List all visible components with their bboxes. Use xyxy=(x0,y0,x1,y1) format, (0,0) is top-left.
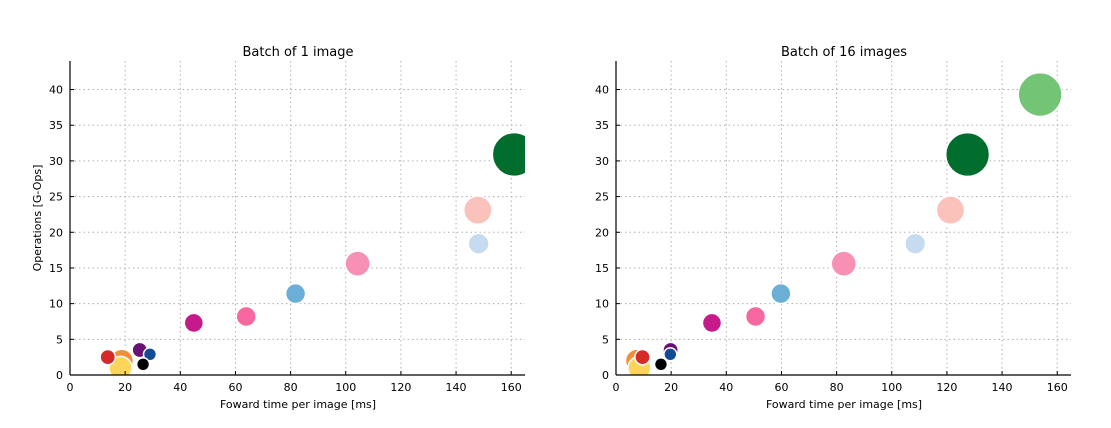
grid xyxy=(615,61,1071,376)
x-tick-label: 60 xyxy=(774,381,788,394)
data-bubble xyxy=(653,357,669,372)
data-bubble xyxy=(142,347,158,362)
data-bubble xyxy=(1017,71,1063,118)
x-tick-label: 0 xyxy=(613,381,620,394)
axes-spines xyxy=(69,61,525,376)
chart-panel-batch-16: Batch of 16 images 0 20 40 60 80 100 120 140 160… xyxy=(595,45,1071,411)
grid xyxy=(69,61,525,376)
data-bubble xyxy=(904,232,927,255)
data-bubble xyxy=(935,195,966,225)
bubble-layer xyxy=(624,71,1063,375)
y-tick-label: 35 xyxy=(49,119,63,132)
data-bubble xyxy=(467,232,490,255)
y-tick-label: 5 xyxy=(56,333,63,346)
y-tick-label: 10 xyxy=(595,298,609,311)
y-tick-label: 40 xyxy=(49,84,63,97)
data-bubble xyxy=(344,250,371,277)
x-tick-label: 140 xyxy=(446,381,467,394)
y-tick-label: 35 xyxy=(595,119,609,132)
x-axis-label: Foward time per image [ms] xyxy=(766,398,922,411)
x-tick-label: 0 xyxy=(67,381,74,394)
data-bubble xyxy=(701,312,723,334)
x-tick-label: 80 xyxy=(830,381,844,394)
x-tick-label: 160 xyxy=(1047,381,1068,394)
tick-labels: 0 20 40 60 80 100 120 140 160 0 5 10 15 20 25 30 35 40 xyxy=(595,84,1068,394)
chart-title: Batch of 16 images xyxy=(781,45,907,60)
data-bubble xyxy=(183,312,205,334)
data-bubble xyxy=(770,282,792,305)
x-axis-label: Foward time per image [ms] xyxy=(220,398,376,411)
y-tick-label: 25 xyxy=(595,191,609,204)
y-tick-label: 10 xyxy=(49,298,63,311)
y-tick-label: 0 xyxy=(602,369,609,382)
data-bubble xyxy=(744,305,767,328)
data-bubble xyxy=(634,348,651,366)
x-tick-label: 40 xyxy=(719,381,733,394)
y-tick-label: 30 xyxy=(49,155,63,168)
x-tick-label: 60 xyxy=(228,381,242,394)
x-tick-label: 40 xyxy=(173,381,187,394)
y-tick-label: 25 xyxy=(49,191,63,204)
x-tick-label: 120 xyxy=(390,381,411,394)
x-tick-label: 100 xyxy=(881,381,902,394)
y-tick-label: 15 xyxy=(595,262,609,275)
data-bubble xyxy=(463,195,493,225)
bubble-layer xyxy=(99,131,525,375)
data-bubble xyxy=(99,348,117,366)
y-axis-label: Operations [G-Ops] xyxy=(31,165,44,272)
data-bubble xyxy=(135,357,151,372)
data-bubble xyxy=(663,347,678,362)
axes-spines xyxy=(615,61,1071,376)
y-tick-label: 15 xyxy=(49,262,63,275)
data-bubble xyxy=(830,250,858,277)
y-tick-label: 20 xyxy=(49,226,63,239)
data-bubble xyxy=(491,131,525,178)
y-tick-label: 0 xyxy=(56,369,63,382)
data-bubble xyxy=(944,131,991,178)
data-bubble xyxy=(235,305,257,328)
chart-panel-batch-1: Batch of 1 image 0 20 40 60 80 100 120 140 160 0 5… xyxy=(31,45,525,411)
data-bubble xyxy=(284,282,307,305)
x-tick-label: 20 xyxy=(118,381,132,394)
chart-title: Batch of 1 image xyxy=(242,45,353,60)
x-tick-label: 120 xyxy=(936,381,957,394)
y-tick-label: 20 xyxy=(595,226,609,239)
y-tick-label: 30 xyxy=(595,155,609,168)
x-tick-label: 100 xyxy=(335,381,356,394)
tick-labels: 0 20 40 60 80 100 120 140 160 0 5 10 15 20 25 30 35 40 xyxy=(49,84,522,394)
x-tick-label: 160 xyxy=(501,381,522,394)
x-tick-label: 80 xyxy=(284,381,298,394)
x-tick-label: 20 xyxy=(664,381,678,394)
y-tick-label: 40 xyxy=(595,84,609,97)
x-tick-label: 140 xyxy=(992,381,1013,394)
y-tick-label: 5 xyxy=(602,333,609,346)
